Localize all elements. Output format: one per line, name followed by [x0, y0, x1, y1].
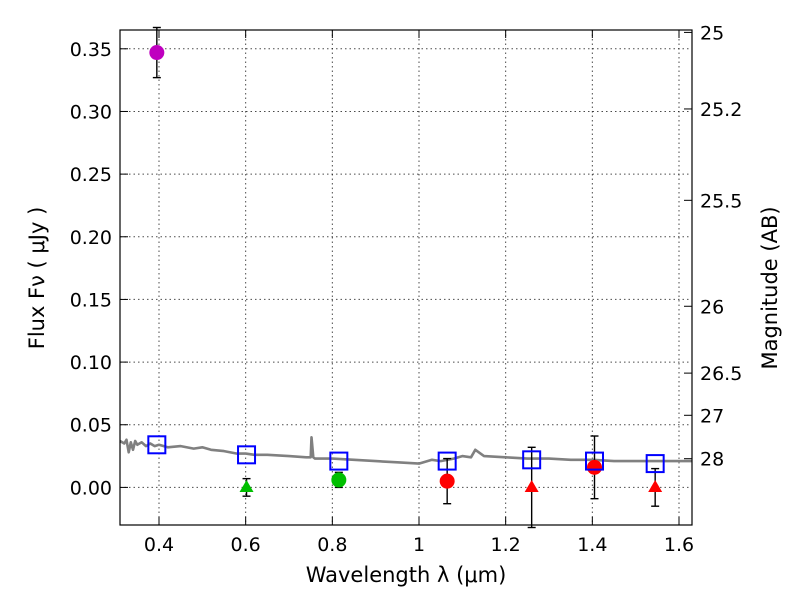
mag-tick-label: 25	[700, 22, 724, 44]
model-photometry-point	[329, 451, 349, 471]
mag-tick-label: 28	[700, 449, 724, 471]
model-photometry-point	[522, 450, 542, 470]
tick-layer: 0.4 0.6 0.8 1 1.2 1.4 1.6 0.00 0.05 0.10 0.15 0.20 0…	[70, 22, 743, 556]
model-photometry-point	[147, 435, 167, 455]
upper-limit-marker	[648, 479, 663, 492]
marker-layer	[147, 26, 665, 529]
grid-layer	[120, 30, 692, 525]
model-photometry-point	[585, 451, 604, 471]
x-tick-label: 0.4	[144, 534, 174, 556]
x-tick-label: 1.6	[664, 534, 694, 556]
mag-tick-label: 27	[700, 405, 724, 427]
x-tick-label: 1.4	[577, 534, 607, 556]
model-photometry-point	[437, 451, 457, 471]
mag-tick-label: 26	[700, 296, 724, 318]
y-tick-label: 0.20	[70, 227, 112, 249]
mag-tick-label: 25.2	[700, 99, 742, 121]
model-photometry-point	[237, 445, 257, 465]
mag-tick-label: 25.5	[700, 190, 742, 212]
x-tick-label: 1.2	[491, 534, 521, 556]
y-tick-label: 0.30	[70, 101, 112, 123]
model-photometry-point	[645, 454, 665, 474]
spectrum-layer	[119, 436, 692, 465]
x-tick-label: 1	[413, 534, 425, 556]
model-spectrum-line	[119, 436, 692, 465]
y-tick-label: 0.00	[70, 477, 112, 499]
x-axis-label: Wavelength λ (μm)	[306, 563, 507, 587]
data-point	[439, 473, 455, 489]
y-tick-label: 0.10	[70, 352, 112, 374]
y-tick-label: 0.35	[70, 39, 112, 61]
x-tick-label: 0.6	[231, 534, 261, 556]
upper-limit-marker	[524, 479, 539, 492]
data-point	[587, 459, 602, 475]
x-tick-label: 0.8	[317, 534, 347, 556]
y-tick-label: 0.05	[70, 415, 112, 437]
y-axis-label: Flux Fν ( μJy )	[25, 207, 49, 350]
y-tick-label: 0.15	[70, 289, 112, 311]
data-point	[331, 472, 347, 488]
y-right-axis-label: Magnitude (AB)	[758, 206, 782, 369]
y-tick-label: 0.25	[70, 164, 112, 186]
upper-limit-marker	[239, 479, 254, 492]
data-point	[149, 45, 165, 61]
mag-tick-label: 26.5	[700, 363, 742, 385]
plot-frame	[119, 29, 693, 526]
